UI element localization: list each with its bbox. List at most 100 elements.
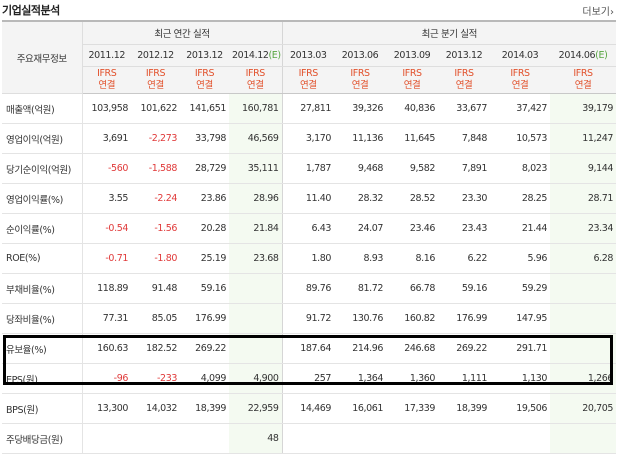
table-cell: 81.72 [334, 273, 387, 304]
row-label: 당좌비율(%) [2, 303, 83, 334]
table-cell: 130.76 [334, 303, 387, 334]
table-cell: 20.28 [180, 213, 229, 244]
table-cell: 17,339 [386, 393, 439, 424]
table-cell: 59.29 [490, 273, 551, 304]
table-cell: 160.82 [386, 303, 439, 334]
table-cell: 28,729 [180, 153, 229, 184]
table-cell [180, 423, 229, 454]
table-cell: 9,144 [550, 153, 617, 184]
table-cell: 11,645 [386, 123, 439, 154]
table-cell: 8.93 [334, 243, 387, 274]
table-cell [229, 273, 283, 304]
period-header: 2013.09 [386, 44, 439, 67]
table-cell: 21.84 [229, 213, 283, 244]
table-cell: -96 [82, 363, 131, 394]
table-cell: 3,170 [282, 123, 335, 154]
period-header: 2011.12 [82, 44, 131, 67]
period-header: 2013.03 [282, 44, 335, 67]
table-cell: 28.71 [550, 183, 617, 214]
table-cell: 18,399 [438, 393, 491, 424]
table-cell: 91.72 [282, 303, 335, 334]
table-cell [550, 303, 617, 334]
row-label: EPS(원) [2, 363, 83, 394]
more-link[interactable]: 더보기› [582, 7, 614, 18]
table-cell: 6.28 [550, 243, 617, 274]
table-cell: 11.40 [282, 183, 335, 214]
table-cell: 39,326 [334, 93, 387, 124]
table-cell [386, 423, 439, 454]
table-cell: 33,677 [438, 93, 491, 124]
table-row: 당기순이익(억원) -560 -1,588 28,729 35,111 1,787 9,46… [2, 153, 617, 184]
table-cell: 187.64 [282, 333, 335, 364]
table-cell: 46,569 [229, 123, 283, 154]
period-header-row: 2011.12 2012.12 2013.12 2014.12(E) 2013.03 20… [2, 44, 617, 67]
table-row: EPS(원) -96 -233 4,099 4,900 257 1,364 1,360 1,11… [2, 363, 617, 394]
table-cell: 91.48 [131, 273, 180, 304]
table-cell: 8.16 [386, 243, 439, 274]
ifrs-label: IFRS 연결 [82, 66, 131, 94]
table-cell: 160.63 [82, 333, 131, 364]
table-cell: 118.89 [82, 273, 131, 304]
table-cell: 28.25 [490, 183, 551, 214]
table-cell: 13,300 [82, 393, 131, 424]
table-cell: 23.68 [229, 243, 283, 274]
table-row: 당좌비율(%) 77.31 85.05 176.99 91.72 130.76 160.82… [2, 303, 617, 334]
table-cell: -1.56 [131, 213, 180, 244]
table-cell: 23.30 [438, 183, 491, 214]
table-cell: -0.71 [82, 243, 131, 274]
row-label: ROE(%) [2, 243, 83, 274]
table-cell: 14,032 [131, 393, 180, 424]
table-cell: 10,573 [490, 123, 551, 154]
period-header: 2014.03 [490, 44, 551, 67]
table-cell: 1,364 [334, 363, 387, 394]
table-cell: 291.71 [490, 333, 551, 364]
section-header: 기업실적분석 더보기› [0, 0, 620, 18]
table-cell: 3,691 [82, 123, 131, 154]
table-cell: 23.43 [438, 213, 491, 244]
table-row: 유보율(%) 160.63 182.52 269.22 187.64 214.96 246.… [2, 333, 617, 364]
table-cell: 4,900 [229, 363, 283, 394]
table-cell: 59.16 [180, 273, 229, 304]
table-row: 부채비율(%) 118.89 91.48 59.16 89.76 81.72 66.78 59… [2, 273, 617, 304]
table-cell: 24.07 [334, 213, 387, 244]
table-cell: 246.68 [386, 333, 439, 364]
table-cell: 6.43 [282, 213, 335, 244]
table-cell: 9,468 [334, 153, 387, 184]
table-cell [438, 423, 491, 454]
table-cell: 4,099 [180, 363, 229, 394]
ifrs-label: IFRS 연결 [550, 66, 617, 94]
table-cell: 101,622 [131, 93, 180, 124]
ifrs-label: IFRS 연결 [131, 66, 180, 94]
row-label: 순이익률(%) [2, 213, 83, 244]
table-cell: 66.78 [386, 273, 439, 304]
table-cell: 16,061 [334, 393, 387, 424]
table-cell: 89.76 [282, 273, 335, 304]
table-cell: 1,111 [438, 363, 491, 394]
table-row: ROE(%) -0.71 -1.80 25.19 23.68 1.80 8.93 8.16 6.… [2, 243, 617, 274]
table-cell [490, 423, 551, 454]
row-label: 주당배당금(원) [2, 423, 83, 454]
period-header: 2014.12(E) [229, 44, 283, 67]
table-cell: 85.05 [131, 303, 180, 334]
table-body: 매출액(억원) 103,958 101,622 141,651 160,781 27,81… [2, 93, 617, 454]
row-label: BPS(원) [2, 393, 83, 424]
table-cell [550, 273, 617, 304]
table-cell: 11,247 [550, 123, 617, 154]
row-label: 당기순이익(억원) [2, 153, 83, 184]
table-cell: 1,130 [490, 363, 551, 394]
table-cell: 33,798 [180, 123, 229, 154]
table-cell: 1,787 [282, 153, 335, 184]
table-cell: 1,266 [550, 363, 617, 394]
table-cell: 8,023 [490, 153, 551, 184]
table-cell [550, 423, 617, 454]
group-header-row: 주요재무정보 최근 연간 실적 최근 분기 실적 [2, 20, 617, 94]
table-cell: 77.31 [82, 303, 131, 334]
table-cell: 147.95 [490, 303, 551, 334]
table-cell [550, 333, 617, 364]
table-cell: 20,705 [550, 393, 617, 424]
table-cell: 176.99 [180, 303, 229, 334]
table-cell: 6.22 [438, 243, 491, 274]
table-cell: 257 [282, 363, 335, 394]
table-cell: 39,179 [550, 93, 617, 124]
table-cell: 28.52 [386, 183, 439, 214]
